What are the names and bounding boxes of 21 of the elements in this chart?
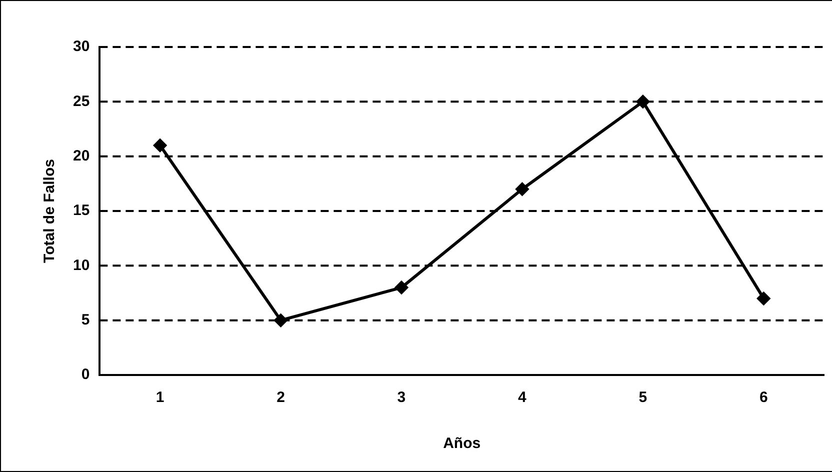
x-tick-label: 5 xyxy=(638,389,648,406)
x-tick-label: 3 xyxy=(397,389,406,406)
x-tick-label: 2 xyxy=(276,389,285,406)
y-tick-label: 10 xyxy=(72,256,90,274)
y-tick-label: 15 xyxy=(72,202,90,220)
point xyxy=(636,95,650,108)
x-tick-label: 6 xyxy=(759,389,768,406)
y-tick-label: 25 xyxy=(72,92,90,110)
x-tick-label: 1 xyxy=(156,389,164,406)
point xyxy=(757,292,770,305)
x-tick-label: 4 xyxy=(518,389,528,406)
y-axis-title: Total de Fallos xyxy=(41,159,58,263)
point xyxy=(516,182,529,196)
y-tick-label: 5 xyxy=(81,311,90,328)
point xyxy=(154,138,167,152)
point xyxy=(394,281,408,294)
y-tick-label: 20 xyxy=(72,147,90,164)
x-axis-title: Años xyxy=(443,435,481,452)
y-tick-label: 30 xyxy=(72,38,90,56)
y-tick-label: 0 xyxy=(81,366,90,384)
point xyxy=(274,314,288,327)
